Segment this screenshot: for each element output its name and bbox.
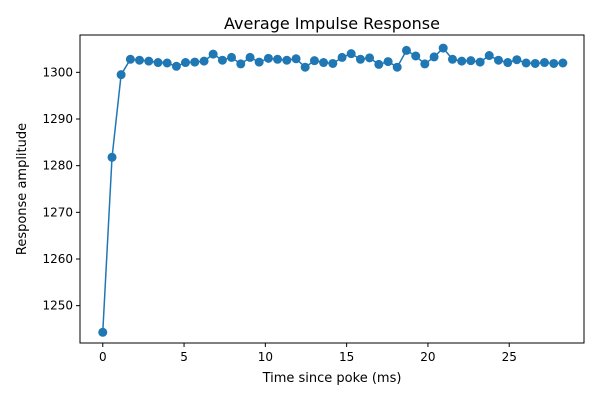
x-tick-label: 15	[339, 350, 354, 364]
data-point	[438, 43, 448, 53]
data-point	[392, 62, 402, 72]
data-point	[98, 327, 108, 337]
series-line	[102, 46, 563, 333]
data-point	[484, 51, 494, 61]
data-point	[144, 56, 154, 66]
data-point	[457, 56, 467, 66]
data-point	[227, 52, 237, 62]
x-tick-label: 10	[258, 350, 273, 364]
data-point	[171, 61, 181, 71]
y-tick-label: 1260	[42, 252, 73, 266]
data-point	[337, 52, 347, 62]
data-point	[282, 55, 292, 65]
y-tick-label: 1280	[42, 159, 73, 173]
x-axis-label: Time since poke (ms)	[262, 371, 402, 386]
x-tick-label: 0	[99, 350, 107, 364]
data-point	[300, 62, 310, 72]
x-tick-label: 25	[502, 350, 517, 364]
data-point	[512, 55, 522, 65]
data-point	[429, 52, 439, 62]
y-axis: 1250 1260 1270 1280 1290 1300	[42, 65, 80, 313]
x-axis: 0 5 10 15 20 25	[99, 343, 517, 364]
data-point	[309, 56, 319, 66]
data-point	[153, 58, 163, 68]
y-tick-label: 1300	[42, 65, 73, 79]
data-point	[263, 53, 273, 63]
chart-title: Average Impulse Response	[224, 14, 440, 33]
data-point	[401, 45, 411, 55]
data-point	[521, 58, 531, 68]
data-point	[365, 53, 375, 63]
data-point	[466, 56, 476, 66]
data-point	[254, 57, 264, 67]
data-point	[217, 55, 227, 65]
data-point	[539, 58, 549, 68]
data-point	[475, 57, 485, 67]
data-point	[107, 152, 117, 162]
data-point	[208, 49, 218, 59]
y-tick-label: 1270	[42, 205, 73, 219]
y-tick-label: 1290	[42, 112, 73, 126]
data-point	[125, 54, 135, 64]
x-tick-label: 5	[180, 350, 188, 364]
data-point	[411, 51, 421, 61]
data-point	[383, 57, 393, 67]
data-point	[447, 54, 457, 64]
data-point	[374, 59, 384, 69]
data-point	[116, 70, 126, 80]
data-point	[162, 58, 172, 68]
data-point	[328, 58, 338, 68]
data-point	[355, 54, 365, 64]
plot-area	[98, 43, 568, 337]
data-point	[493, 55, 503, 65]
data-point	[346, 49, 356, 59]
data-point	[135, 55, 144, 65]
data-point	[190, 57, 200, 67]
data-point	[319, 58, 329, 68]
data-point	[181, 58, 191, 68]
data-point	[291, 54, 301, 64]
data-point	[420, 59, 430, 69]
x-tick-label: 20	[420, 350, 435, 364]
data-point	[273, 54, 283, 64]
data-point	[549, 58, 559, 68]
data-point	[236, 59, 246, 69]
axes-frame	[79, 34, 585, 344]
y-tick-label: 1250	[42, 299, 73, 313]
data-point	[558, 58, 568, 68]
y-axis-label: Response amplitude	[15, 123, 30, 255]
data-point	[503, 58, 513, 68]
data-point	[530, 58, 540, 68]
data-point	[245, 52, 255, 62]
data-point	[199, 56, 209, 66]
